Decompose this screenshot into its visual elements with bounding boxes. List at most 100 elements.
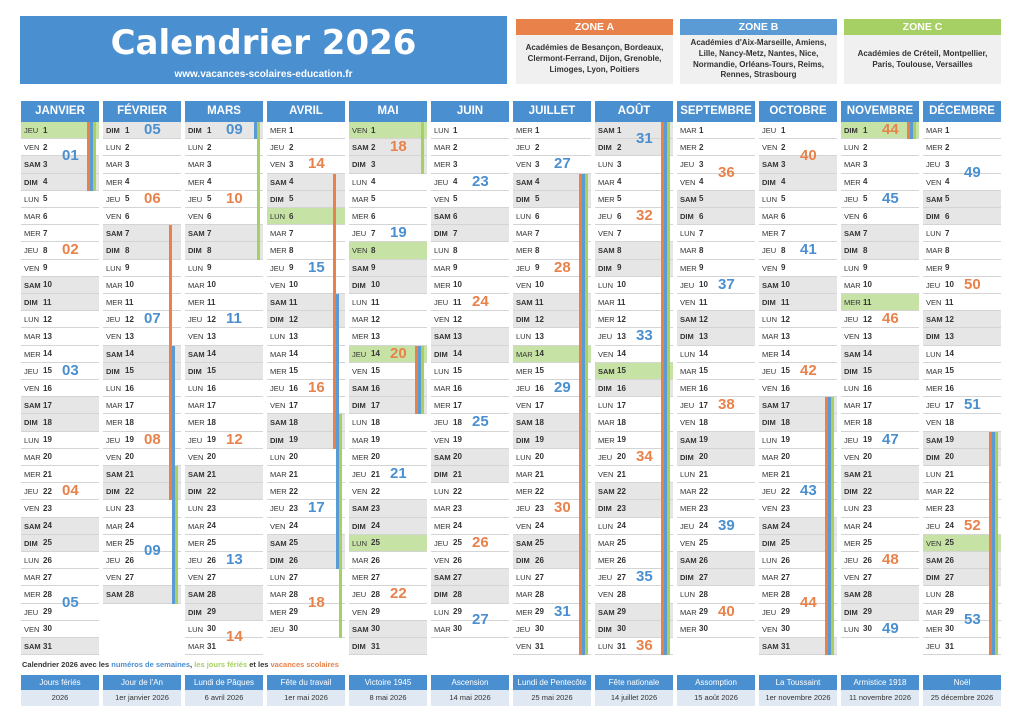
day-row: LUN 16 (841, 380, 919, 398)
day-row: DIM 21 (431, 466, 509, 484)
week-number: 09 (144, 542, 161, 560)
vacation-bar-zone-c (421, 122, 424, 174)
day-number: 24 (699, 521, 708, 531)
day-number: 23 (453, 503, 462, 513)
weekday-name: MER (106, 418, 123, 428)
day-number: 25 (781, 538, 790, 548)
day-row: SAM 31 (21, 638, 99, 656)
day-number: 22 (289, 486, 298, 496)
week-number: 26 (472, 533, 489, 551)
weekday-name: SAM (106, 229, 123, 239)
day-number: 17 (617, 400, 626, 410)
weekday-name: MAR (352, 315, 369, 325)
day-number: 28 (371, 589, 380, 599)
day-number: 17 (535, 400, 544, 410)
day-number: 25 (699, 538, 708, 548)
day-number: 7 (371, 228, 376, 238)
day-number: 31 (207, 641, 216, 651)
weekday-name: SAM (352, 263, 369, 273)
weekday-name: DIM (598, 504, 612, 514)
legend: Calendrier 2026 avec les numéros de sema… (22, 660, 339, 669)
weekday-name: LUN (844, 504, 860, 514)
weekday-name: MAR (516, 590, 533, 600)
day-row: MER 29 (513, 604, 591, 621)
weekday-name: VEN (24, 624, 40, 634)
day-number: 13 (863, 331, 872, 341)
weekday-name: MER (926, 504, 943, 514)
day-row: MER 18 (841, 414, 919, 432)
vacation-bar-zone-c (585, 173, 588, 656)
month-days: DIM 1 LUN 2 MAR 3 MER 4 JEU 5 VEN 6 SAM 7 DIM 8 LUN 9 MAR 1… (185, 121, 263, 656)
day-row: MER 2 (677, 139, 755, 157)
holiday-card: Jour de l'An 1er janvier 2026 (103, 675, 181, 706)
week-number: 06 (144, 189, 161, 207)
day-number: 8 (43, 245, 48, 255)
day-number: 9 (945, 263, 950, 273)
day-row: MAR 11 (595, 294, 673, 312)
day-row: DIM 27 (923, 569, 1001, 587)
day-number: 7 (535, 228, 540, 238)
day-row: DIM 4 (759, 173, 837, 191)
day-row: LUN 29 (431, 604, 509, 621)
weekday-name: MAR (926, 487, 943, 497)
day-number: 2 (371, 142, 376, 152)
day-row: VEN 30 (759, 621, 837, 638)
weekday-name: LUN (434, 126, 450, 135)
day-row: JEU 8 (21, 242, 99, 260)
day-number: 11 (945, 297, 954, 307)
weekday-name: MER (516, 607, 533, 617)
day-number: 30 (699, 624, 708, 634)
day-number: 21 (699, 469, 708, 479)
day-row: JEU 22 (21, 483, 99, 501)
weekday-name: MAR (598, 177, 615, 187)
day-row: JEU 9 (513, 260, 591, 277)
weekday-name: MAR (926, 246, 943, 256)
weekday-name: MAR (680, 366, 697, 376)
day-number: 24 (125, 521, 134, 531)
weekday-name: DIM (106, 126, 120, 135)
day-row: SAM 12 (923, 311, 1001, 329)
day-number: 10 (207, 280, 216, 290)
day-number: 17 (453, 400, 462, 410)
vacation-bar-zone-b (664, 122, 667, 656)
day-row: MAR 7 (513, 225, 591, 243)
day-row: VEN 3 (267, 156, 345, 174)
weekday-name: JEU (680, 401, 695, 411)
day-row: DIM 13 (677, 328, 755, 346)
day-row: LUN 2 (841, 139, 919, 157)
day-number: 31 (945, 641, 954, 651)
weekday-name: VEN (926, 298, 942, 307)
day-row: VEN 25 (677, 535, 755, 552)
day-number: 1 (535, 125, 540, 135)
week-number: 14 (308, 155, 325, 173)
day-number: 4 (125, 177, 130, 187)
weekday-name: LUN (434, 607, 450, 617)
vacation-bar-zone-c (93, 122, 96, 191)
day-number: 30 (371, 624, 380, 634)
day-row: MAR 14 (513, 345, 591, 363)
day-number: 3 (535, 159, 540, 169)
weekday-name: JEU (24, 487, 39, 497)
day-number: 23 (125, 503, 134, 513)
day-number: 22 (699, 486, 708, 496)
weekday-name: MAR (106, 521, 123, 531)
weekday-name: VEN (516, 280, 532, 290)
weekday-name: SAM (24, 401, 41, 411)
day-row: MAR 27 (21, 569, 99, 587)
weekday-name: VEN (434, 315, 450, 325)
day-row: MAR 3 (103, 156, 181, 174)
weekday-name: DIM (434, 590, 448, 600)
weekday-name: MER (516, 246, 533, 256)
day-row: JEU 22 (759, 483, 837, 501)
week-number: 44 (800, 594, 817, 611)
day-row: JEU 27 (595, 569, 673, 587)
day-number: 1 (945, 125, 950, 135)
day-number: 20 (699, 452, 708, 462)
day-row: VEN 18 (677, 414, 755, 432)
day-row: LUN 19 (21, 432, 99, 449)
day-number: 29 (289, 607, 298, 617)
day-row: SAM 10 (21, 276, 99, 294)
weekday-name: VEN (188, 573, 204, 583)
day-row: MER 2 (923, 139, 1001, 157)
weekday-name: SAM (516, 538, 533, 548)
